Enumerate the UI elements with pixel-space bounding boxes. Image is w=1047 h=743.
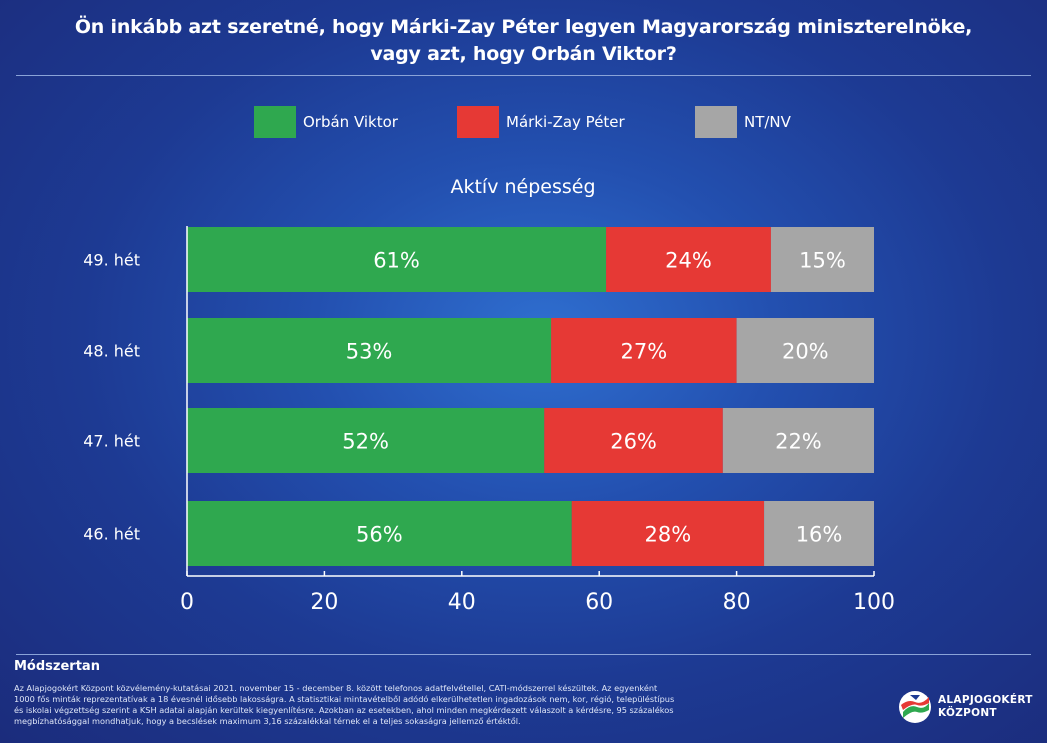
legend-label-orban: Orbán Viktor xyxy=(303,113,398,131)
bar-segment xyxy=(551,318,737,383)
bar-segment xyxy=(544,408,723,473)
title-line-2: vagy azt, hogy Orbán Viktor? xyxy=(370,43,677,65)
x-tick-label: 40 xyxy=(448,590,476,615)
methodology-line-3: és iskolai végzettség szerint a KSH adat… xyxy=(14,705,674,715)
x-tick-label: 20 xyxy=(310,590,338,615)
logo-text: ALAPJOGOKÉRT KÖZPONT xyxy=(938,694,1033,720)
chart-title: Ön inkább azt szeretné, hogy Márki-Zay P… xyxy=(0,14,1047,68)
bar-segment xyxy=(187,501,572,566)
x-tick-label: 80 xyxy=(723,590,751,615)
methodology-line-1: Az Alapjogokért Központ közvélemény-kuta… xyxy=(14,683,658,693)
data-label: 53% xyxy=(346,340,393,364)
data-label: 27% xyxy=(621,340,668,364)
legend-label-nt-nv: NT/NV xyxy=(744,113,791,131)
data-label: 52% xyxy=(342,430,389,454)
data-label: 24% xyxy=(665,249,712,273)
category-label: 46. hét xyxy=(83,525,140,544)
title-divider xyxy=(16,75,1031,76)
x-tick-label: 0 xyxy=(180,590,194,615)
methodology-text: Az Alapjogokért Központ közvélemény-kuta… xyxy=(14,683,814,727)
bar-segment xyxy=(187,318,552,383)
bar-segment xyxy=(187,227,607,292)
legend-item-marki-zay: Márki-Zay Péter xyxy=(457,106,625,138)
data-label: 22% xyxy=(775,430,822,454)
bar-segment xyxy=(764,501,874,566)
category-label: 48. hét xyxy=(83,342,140,361)
bar-segment xyxy=(187,408,545,473)
bar-segment xyxy=(722,408,874,473)
data-label: 61% xyxy=(373,249,420,273)
alapjogokert-kozpont-logo: ALAPJOGOKÉRT KÖZPONT xyxy=(898,690,1038,726)
x-tick-label: 100 xyxy=(853,590,895,615)
data-label: 20% xyxy=(782,340,829,364)
data-label: 28% xyxy=(645,523,692,547)
legend-label-marki-zay: Márki-Zay Péter xyxy=(506,113,625,131)
bar-segment xyxy=(606,227,771,292)
data-label: 16% xyxy=(796,523,843,547)
logo-line-2: KÖZPONT xyxy=(938,707,997,719)
logo-line-1: ALAPJOGOKÉRT xyxy=(938,694,1033,706)
methodology-title: Módszertan xyxy=(14,659,100,674)
legend-item-nt-nv: NT/NV xyxy=(695,106,791,138)
legend-swatch-orban xyxy=(254,106,296,138)
category-label: 47. hét xyxy=(83,432,140,451)
bar-segment xyxy=(770,227,874,292)
legend-item-orban: Orbán Viktor xyxy=(254,106,398,138)
title-line-1: Ön inkább azt szeretné, hogy Márki-Zay P… xyxy=(74,16,973,38)
data-label: 26% xyxy=(610,430,657,454)
bar-segment xyxy=(571,501,765,566)
legend-swatch-marki-zay xyxy=(457,106,499,138)
stacked-bar-chart: 49. hét 61% 24% 15% 48. hét 53% 27% 20% 47. hét 5… xyxy=(83,227,895,615)
methodology-divider xyxy=(16,654,1031,655)
legend-swatch-nt-nv xyxy=(695,106,737,138)
data-label: 56% xyxy=(356,523,403,547)
data-label: 15% xyxy=(799,249,846,273)
bar-segment xyxy=(736,318,874,383)
methodology-line-4: megbízhatósággal mondhatjuk, hogy a becs… xyxy=(14,716,521,726)
x-tick-label: 60 xyxy=(585,590,613,615)
category-label: 49. hét xyxy=(83,251,140,270)
flag-logo-icon xyxy=(899,691,931,723)
methodology-line-2: 1000 fős minták reprezentatívak a 18 éve… xyxy=(14,694,675,704)
chart-subtitle: Aktív népesség xyxy=(450,176,596,198)
